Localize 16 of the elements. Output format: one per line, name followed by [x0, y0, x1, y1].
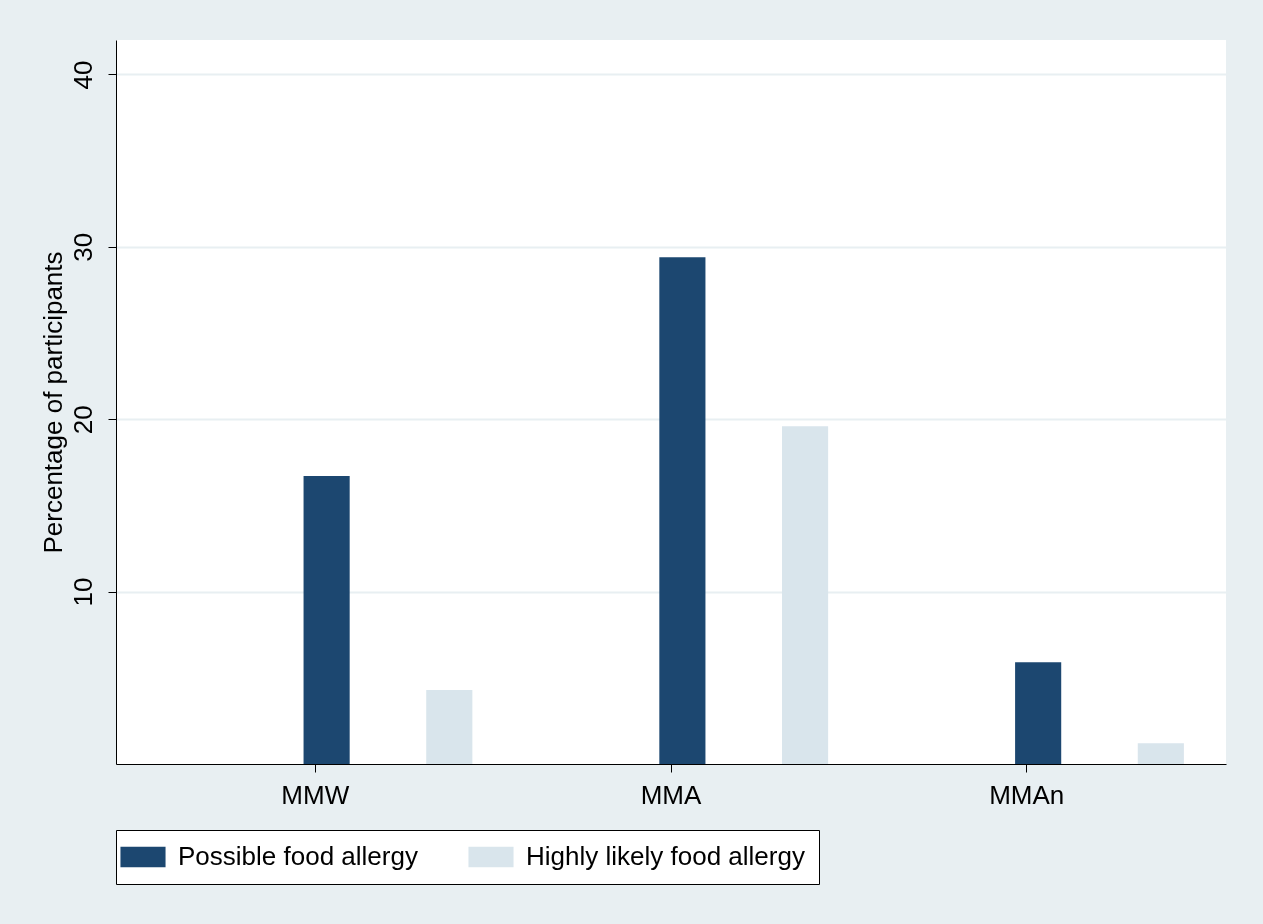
y-tick-label: 10: [67, 577, 98, 607]
bar: [1015, 662, 1062, 764]
x-tick-label: MMA: [640, 779, 702, 810]
y-tick-label: 40: [67, 60, 98, 90]
legend-label: Highly likely food allergy: [526, 841, 805, 871]
legend-label: Possible food allergy: [178, 841, 418, 871]
bar: [1137, 743, 1184, 764]
bar: [659, 257, 706, 764]
y-axis-title: Percentage of participants: [37, 251, 68, 554]
bar: [303, 476, 350, 764]
y-tick-label: 30: [67, 232, 98, 262]
x-tick-label: MMAn: [989, 779, 1065, 810]
x-tick-label: MMW: [281, 779, 350, 810]
bar: [426, 689, 473, 764]
y-tick-label: 20: [67, 405, 98, 435]
bar: [782, 426, 829, 764]
